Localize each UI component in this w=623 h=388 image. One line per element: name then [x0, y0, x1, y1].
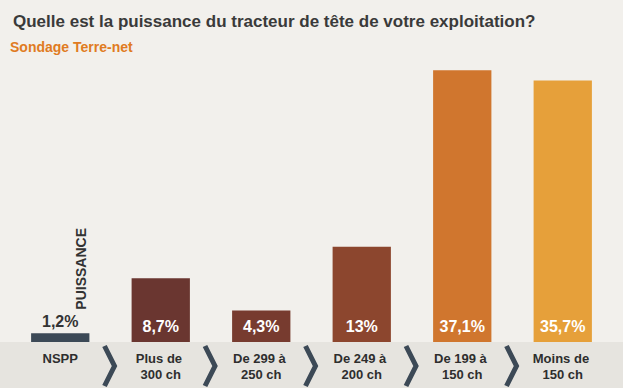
- svg-text:Sondage Terre-net: Sondage Terre-net: [10, 39, 133, 55]
- svg-text:13%: 13%: [346, 318, 378, 335]
- svg-text:PUISSANCE: PUISSANCE: [73, 228, 89, 310]
- svg-text:300 ch: 300 ch: [141, 367, 182, 382]
- svg-text:8,7%: 8,7%: [143, 318, 179, 335]
- svg-text:De 249 à: De 249 à: [334, 351, 390, 366]
- svg-text:250 ch: 250 ch: [241, 367, 282, 382]
- svg-text:1,2%: 1,2%: [42, 313, 78, 330]
- svg-text:150 ch: 150 ch: [543, 367, 584, 382]
- svg-text:De 299 à: De 299 à: [233, 351, 289, 366]
- svg-text:200 ch: 200 ch: [342, 367, 383, 382]
- svg-text:37,1%: 37,1%: [440, 318, 485, 335]
- svg-text:35,7%: 35,7%: [540, 318, 585, 335]
- svg-text:Quelle est la puissance du tra: Quelle est la puissance du tracteur de t…: [13, 12, 535, 31]
- svg-text:4,3%: 4,3%: [243, 318, 279, 335]
- svg-text:Moins de: Moins de: [533, 351, 593, 366]
- svg-text:De 199 à: De 199 à: [434, 351, 490, 366]
- svg-text:Plus de: Plus de: [136, 351, 186, 366]
- svg-text:150 ch: 150 ch: [442, 367, 483, 382]
- svg-text:NSPP: NSPP: [43, 351, 79, 366]
